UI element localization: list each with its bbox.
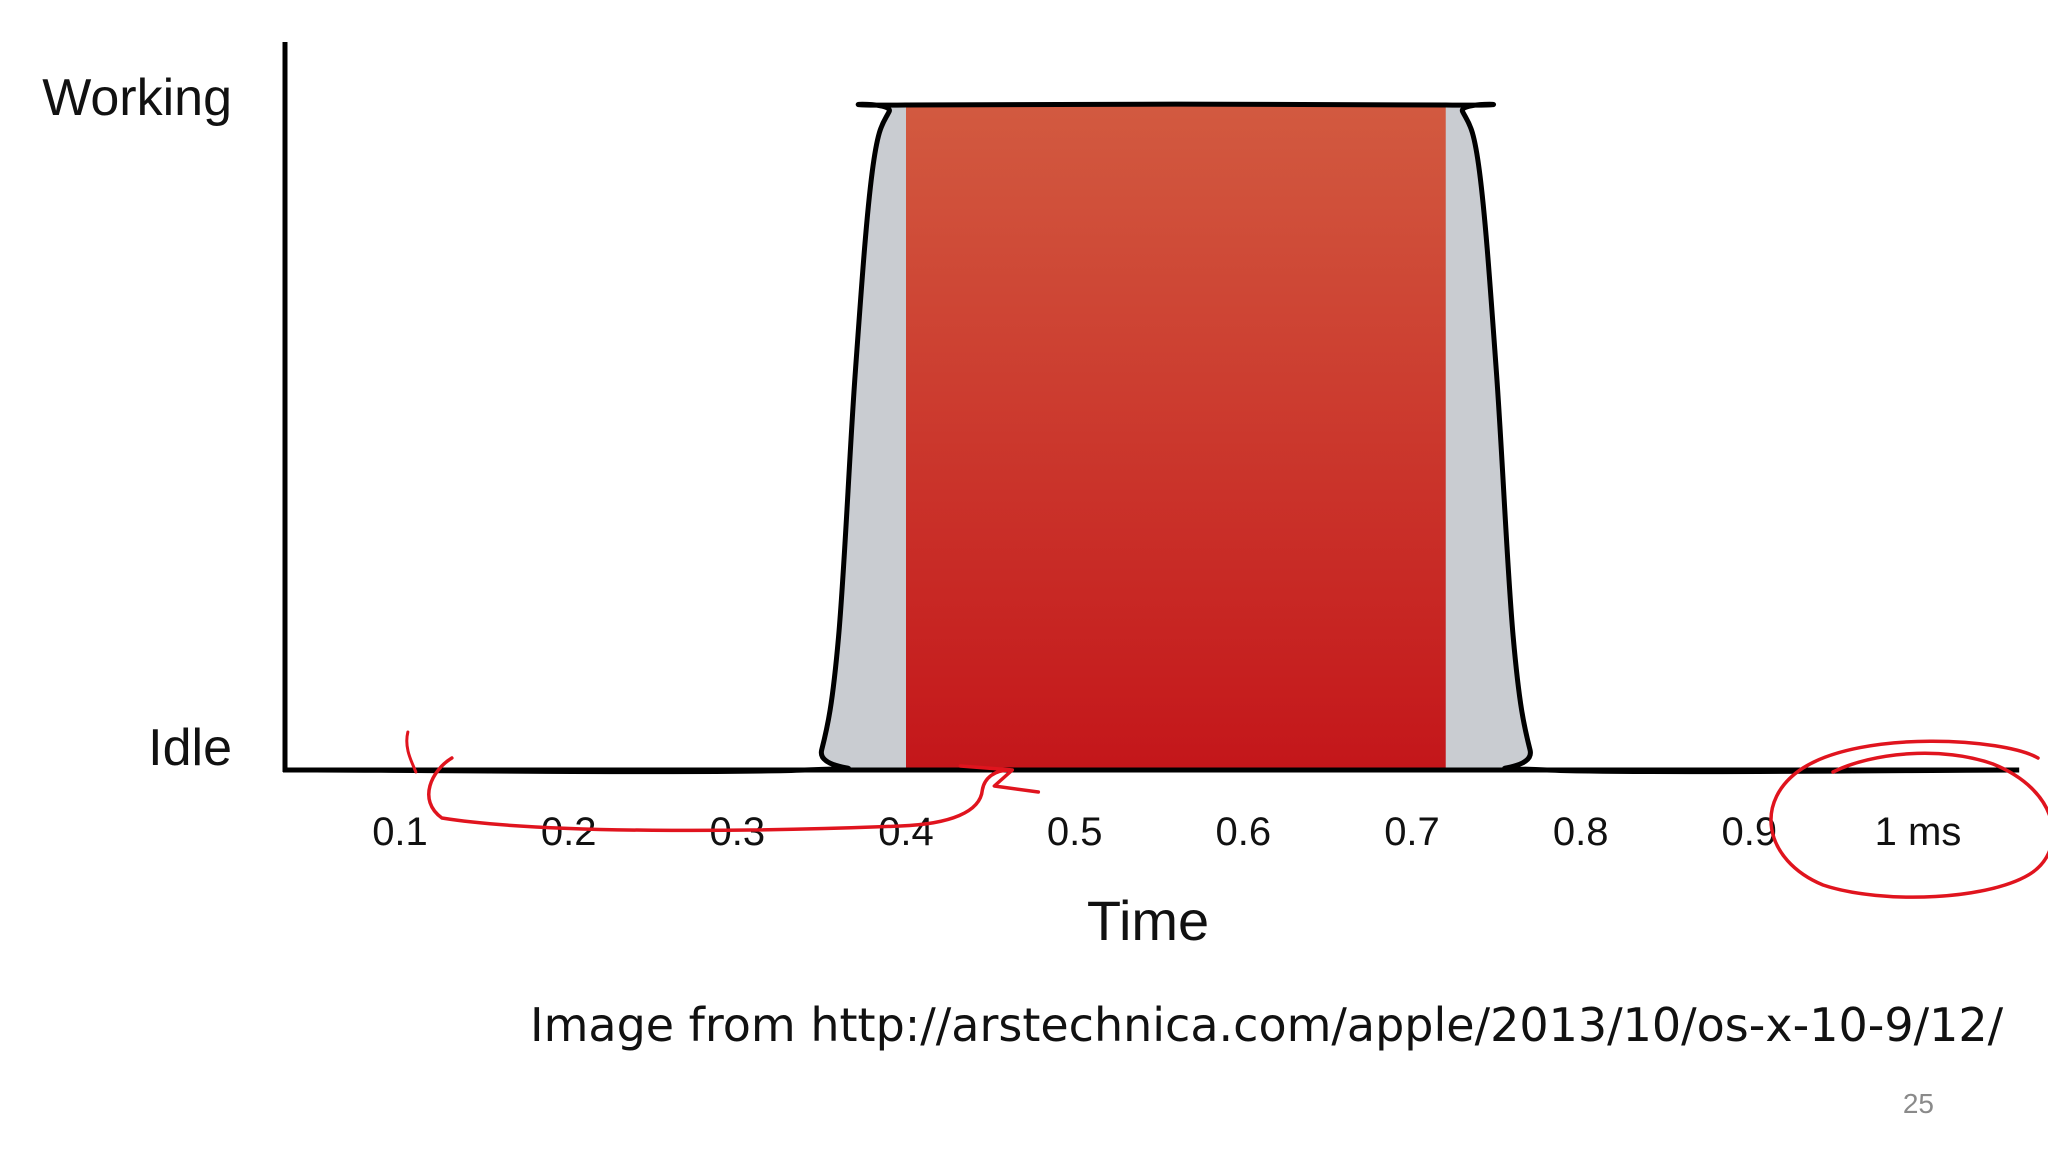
handwritten-annotations — [405, 730, 2048, 899]
annotation-circle — [1769, 739, 2048, 899]
y-label-working: Working — [42, 69, 232, 127]
image-source-caption: Image from http://arstechnica.com/apple/… — [530, 998, 2004, 1052]
x-tick-label: 0.8 — [1553, 810, 1609, 854]
x-tick-label: 0.2 — [541, 810, 597, 854]
x-tick-label: 0.6 — [1216, 810, 1272, 854]
activity-curve — [315, 101, 2020, 775]
x-tick-label: 0.5 — [1047, 810, 1103, 854]
annotation-arrowhead — [958, 764, 1041, 794]
x-tick-label: 0.9 — [1722, 810, 1778, 854]
x-tick-label: 0.7 — [1384, 810, 1440, 854]
x-tick-label: 0.4 — [878, 810, 934, 854]
x-tick-labels: 0.1 0.2 0.3 0.4 0.5 0.6 0.7 0.8 0.9 1 ms — [372, 810, 1961, 854]
page-number: 25 — [1902, 1088, 1934, 1119]
x-tick-label: 1 ms — [1875, 810, 1962, 854]
x-tick-label: 0.1 — [372, 810, 428, 854]
annotation-start-mark — [405, 730, 418, 774]
annotation-arrow — [427, 756, 1013, 833]
x-axis-title: Time — [1087, 889, 1209, 952]
plot-area — [315, 101, 2020, 775]
highlight-band — [906, 105, 1446, 770]
y-label-idle: Idle — [148, 719, 232, 777]
